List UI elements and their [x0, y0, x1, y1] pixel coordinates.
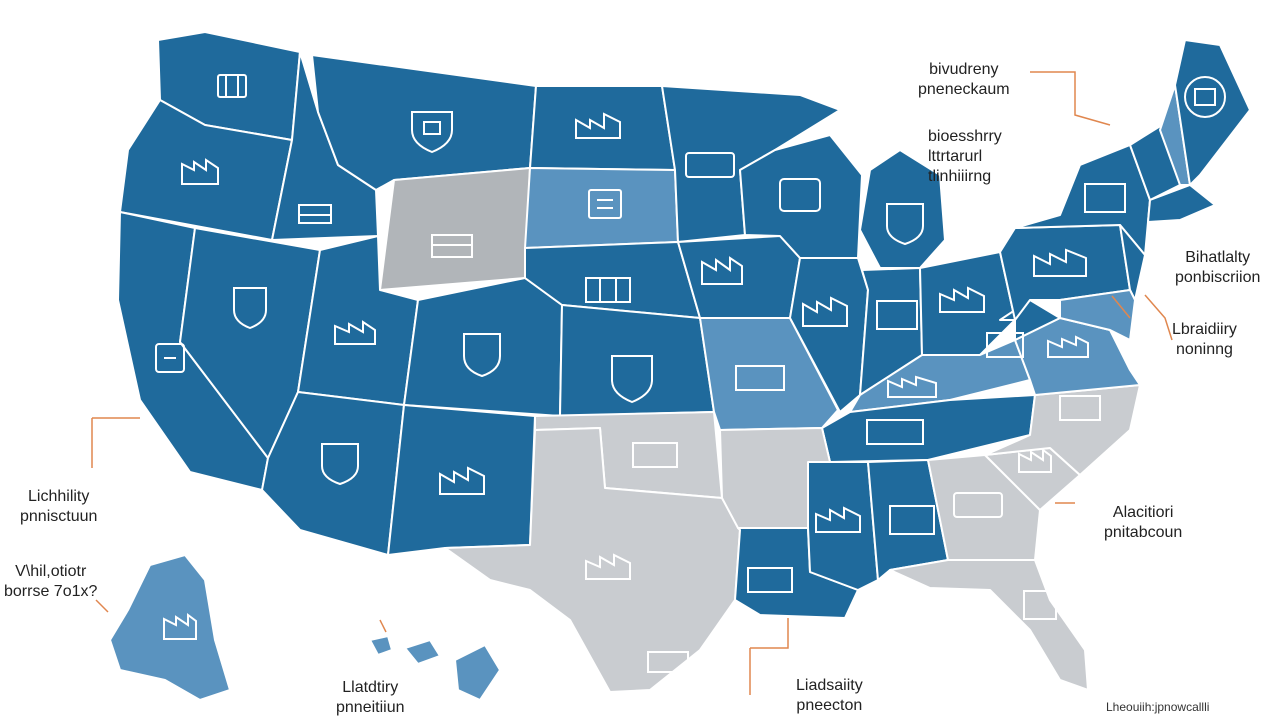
building-icon — [953, 492, 1003, 518]
callout-lines — [91, 71, 1173, 695]
state-iowa — [677, 235, 801, 319]
shield-icon — [886, 203, 924, 246]
state-maryland-delaware — [1059, 289, 1136, 341]
state-mississippi — [807, 461, 879, 591]
factory-icon — [1047, 335, 1089, 358]
callout-label-east-2: Lbraidiiry noninng — [1172, 320, 1237, 360]
building-icon — [647, 651, 689, 673]
callout-line: Lbraidiiry — [1172, 321, 1237, 338]
document-icon — [588, 189, 622, 219]
callout-label-southeast: Alacitiori pnitabcoun — [1104, 503, 1182, 543]
building-icon — [632, 442, 678, 468]
factory-icon — [1018, 448, 1052, 473]
document-icon — [779, 178, 821, 212]
state-hawaii-2 — [404, 639, 441, 665]
callout-line: Lichhility — [28, 488, 90, 505]
callout-line: pnitabcoun — [1104, 524, 1183, 541]
factory-icon — [815, 506, 861, 533]
building-icon — [866, 419, 924, 445]
factory-icon — [334, 320, 376, 345]
state-alaska — [109, 554, 231, 701]
callout-label-east-1: Bihatlalty ponbiscriion — [1175, 248, 1260, 288]
callout-line: tlinhiiirng — [928, 168, 992, 185]
callout-line: lttrtarurl — [928, 148, 983, 165]
callout-label-west-2: V\hil,otiotr borrse 7o1x? — [4, 562, 97, 602]
callout-line: pnnisctuun — [20, 508, 98, 525]
shield-icon — [411, 111, 453, 154]
callout-line: bioesshrry — [928, 128, 1002, 145]
icon-layer — [155, 74, 1226, 673]
shield-icon — [463, 333, 501, 378]
callout-label-northeast-2: bioesshrry lttrtarurl tlinhiiirng — [928, 127, 1002, 187]
footer-text: Lheouiih:jpnowcallli — [1106, 700, 1210, 714]
callout-line: pneecton — [796, 697, 863, 714]
factory-icon — [439, 466, 485, 495]
state-hawaii-3 — [454, 644, 501, 701]
factory-icon — [585, 553, 631, 580]
callout-line: Alacitiori — [1112, 504, 1174, 521]
shield-icon — [1184, 76, 1226, 118]
callout-line: Llatdtiry — [342, 679, 399, 696]
factory-icon — [181, 158, 219, 185]
building-icon — [685, 152, 735, 178]
shield-icon — [611, 355, 653, 404]
factory-icon — [802, 296, 848, 327]
state-georgia — [927, 454, 1041, 561]
state-ohio — [919, 251, 1016, 356]
building-icon — [747, 567, 793, 593]
building-icon — [735, 365, 785, 391]
factory-icon — [163, 613, 197, 640]
map-title — [200, 0, 760, 6]
callout-line: noninng — [1175, 341, 1233, 358]
callout-label-west-1: Lichhility pnnisctuun — [20, 487, 97, 527]
building-icon — [1059, 395, 1101, 421]
building-icon — [431, 234, 473, 258]
state-michigan — [859, 149, 946, 269]
factory-icon — [701, 256, 743, 285]
state-florida — [889, 559, 1089, 691]
building-icon — [1023, 590, 1057, 620]
callout-label-northeast-1: bivudreny pneneckaum — [918, 60, 1010, 100]
callout-line: V\hil,otiotr — [15, 563, 87, 580]
factory-icon — [887, 375, 937, 398]
state-colorado — [403, 277, 563, 417]
callout-line: pneneckaum — [918, 81, 1010, 98]
callout-line: ponbiscriion — [1175, 269, 1261, 286]
callout-line: bivudreny — [929, 61, 999, 78]
building-icon — [217, 74, 247, 98]
state-massachusetts — [1147, 184, 1216, 223]
building-icon — [876, 300, 918, 330]
factory-icon — [575, 112, 621, 139]
building-icon — [1084, 183, 1126, 213]
building-icon — [889, 505, 935, 535]
state-hawaii-1 — [369, 635, 393, 656]
callout-line: borrse 7o1x? — [4, 583, 98, 600]
callout-line: pnneitiiun — [336, 699, 405, 716]
document-icon — [155, 343, 185, 373]
shield-icon — [233, 287, 267, 330]
building-icon — [298, 204, 332, 224]
callout-label-south-1: Llatdtiry pnneitiiun — [336, 678, 405, 718]
factory-icon — [1033, 248, 1087, 277]
state-wyoming — [379, 167, 531, 291]
state-new-mexico — [387, 404, 536, 556]
building-icon — [585, 277, 631, 303]
state-maine — [1174, 39, 1251, 186]
callout-line: Liadsaiity — [796, 677, 863, 694]
building-icon — [986, 332, 1024, 358]
callout-line: Bihatlalty — [1185, 249, 1251, 266]
shield-icon — [321, 443, 359, 486]
callout-label-south-2: Liadsaiity pneecton — [796, 676, 863, 716]
state-texas — [444, 427, 741, 693]
factory-icon — [939, 286, 985, 313]
